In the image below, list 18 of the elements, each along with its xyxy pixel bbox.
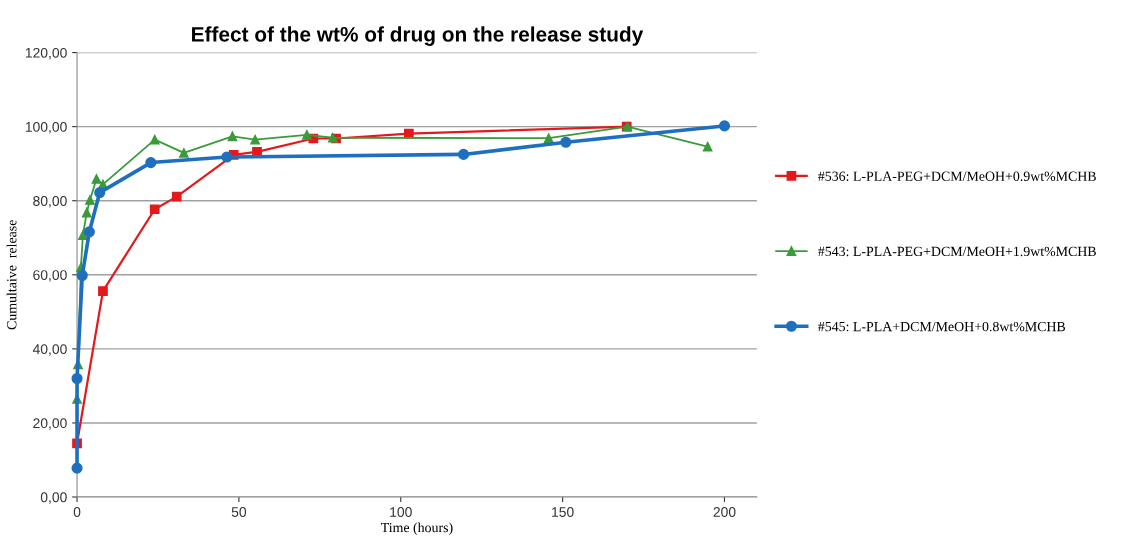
y-axis-title: Cumultaive release xyxy=(6,220,17,330)
x-tick-label: 0 xyxy=(73,507,81,517)
y-tick-label: 40,00 xyxy=(32,344,67,356)
legend-label: #543: L-PLA-PEG+DCM/MeOH+1.9wt%MCHB xyxy=(818,246,1096,257)
x-axis-title: Time (hours) xyxy=(380,522,453,536)
x-tick-label: 200 xyxy=(713,507,736,517)
y-tick-label: 120,00 xyxy=(25,47,67,60)
chart-title: Effect of the wt% of drug on the release study xyxy=(192,26,644,46)
x-tick-label: 150 xyxy=(552,507,574,517)
x-tick-label: 50 xyxy=(231,507,247,517)
y-tick-label: 20,00 xyxy=(33,418,67,430)
y-tick-label: 0,00 xyxy=(40,492,67,504)
y-tick-label: 80,00 xyxy=(33,196,67,208)
y-tick-label: 60,00 xyxy=(33,270,67,282)
legend-label: #536: L-PLA-PEG+DCM/MeOH+0.9wt%MCHB xyxy=(818,171,1096,181)
y-tick-label: 100,00 xyxy=(25,121,67,134)
x-tick-label: 100 xyxy=(390,507,412,517)
legend-label: #545: L-PLA+DCM/MeOH+0.8wt%MCHB xyxy=(818,321,1066,332)
